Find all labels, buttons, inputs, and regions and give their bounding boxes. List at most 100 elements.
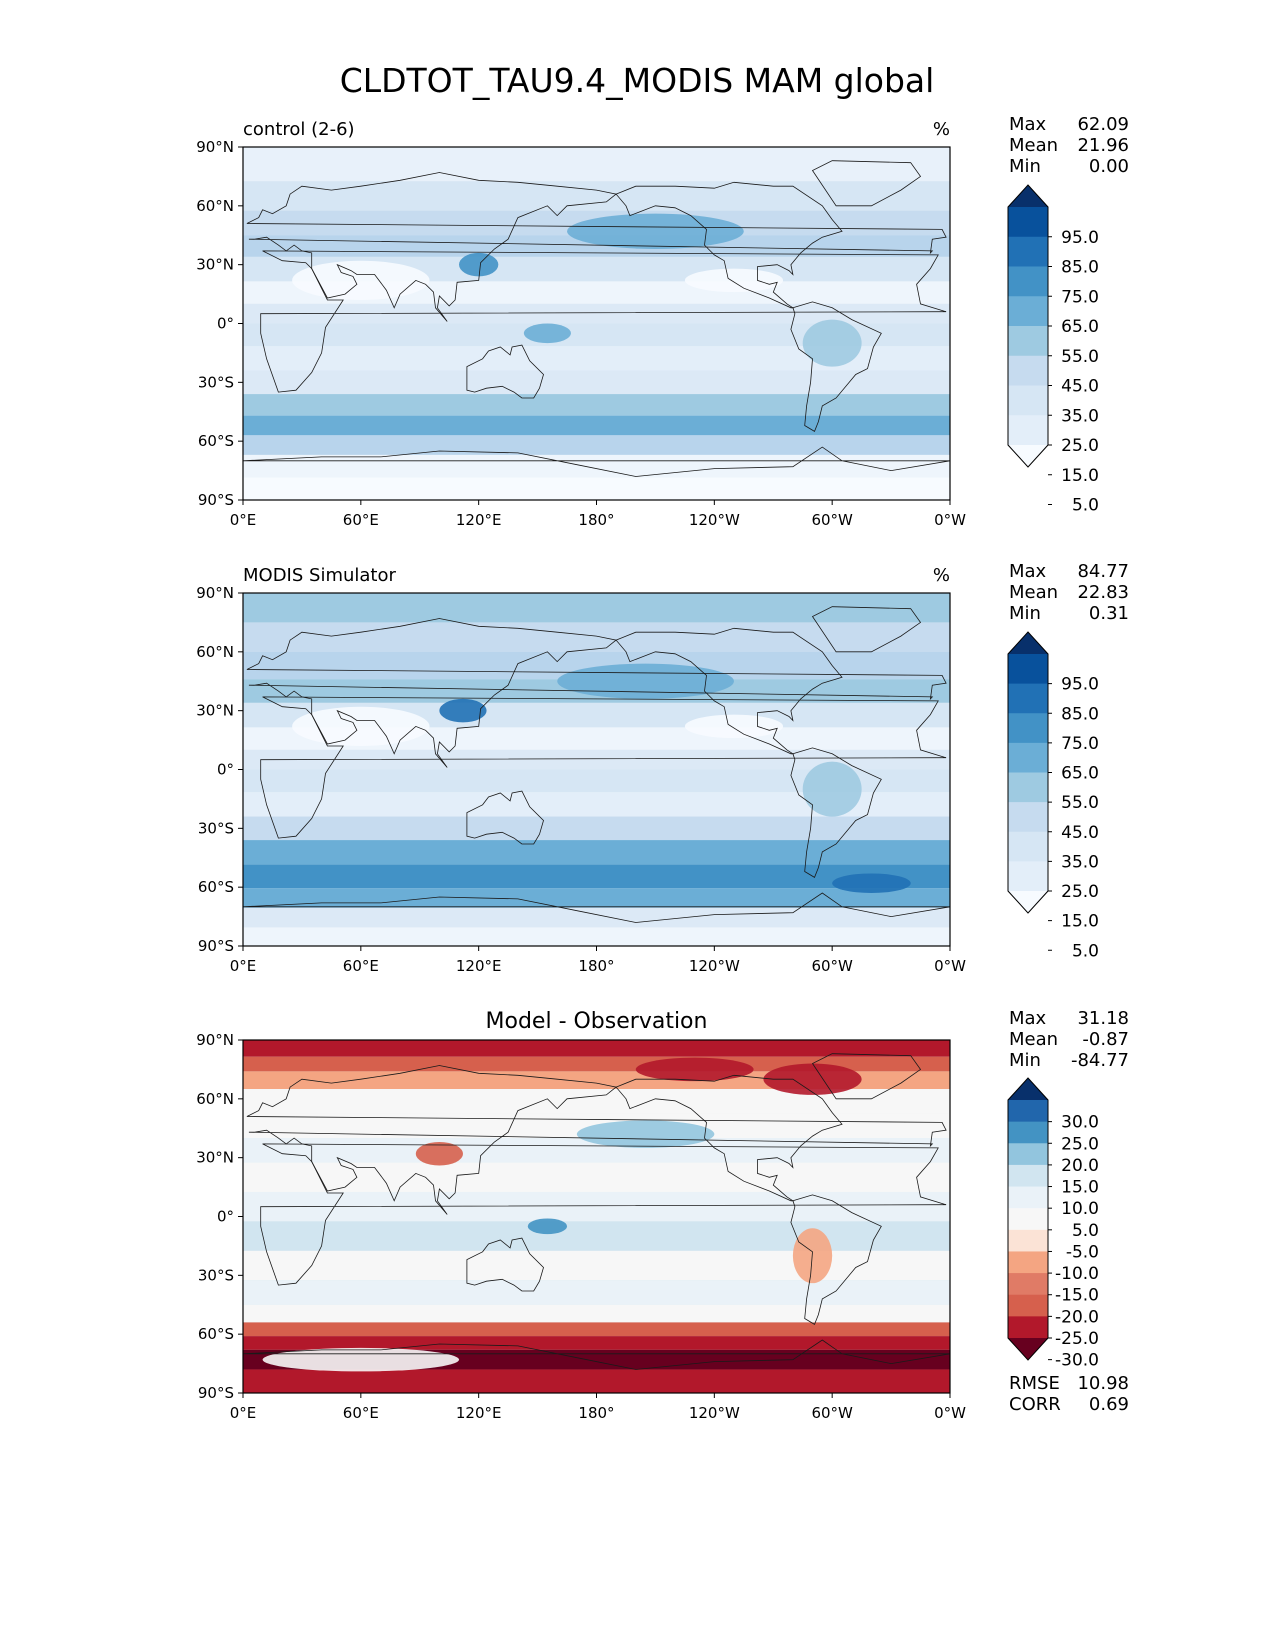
- units-label: %: [933, 119, 950, 140]
- colorbar-segment: [1008, 296, 1048, 327]
- lat-band: [243, 1322, 950, 1337]
- anomaly-region: [684, 714, 784, 739]
- colorbar-segment: [1008, 1273, 1048, 1296]
- y-tick-label: 60°N: [196, 197, 234, 215]
- colorbar-extend-min: [1008, 445, 1048, 467]
- colorbar-tick-label: 75.0: [1061, 734, 1099, 754]
- colorbar-segment: [1008, 1294, 1048, 1317]
- colorbar-segment: [1008, 385, 1048, 416]
- coastline: [243, 446, 950, 477]
- colorbar-extend-max: [1008, 185, 1048, 207]
- colorbar-segment: [1008, 1186, 1048, 1209]
- colorbar-tick-label: 75.0: [1061, 287, 1099, 307]
- panel-2: 0°E 60°E 120°E 180° 120°W 60°W 0°W 90°N 60°N 30°N…: [196, 561, 1129, 975]
- y-tick-label: 30°N: [196, 256, 234, 274]
- stat-value: 22.83: [1077, 582, 1129, 603]
- colorbar-tick-label: -20.0: [1055, 1307, 1099, 1327]
- coastline: [811, 160, 922, 207]
- y-tick-label: 30°S: [198, 819, 234, 837]
- y-tick-label: 90°N: [196, 584, 234, 602]
- x-tick-label: 0°W: [934, 957, 966, 975]
- x-tick-label: 60°W: [811, 511, 853, 529]
- colorbar-segment: [1008, 802, 1048, 833]
- map-field: [243, 593, 950, 946]
- colorbar-tick-label: 25.0: [1061, 882, 1099, 902]
- y-tick-label: 60°S: [198, 1325, 234, 1343]
- stat-label: Min: [1009, 156, 1041, 177]
- colorbar-tick-label: 45.0: [1061, 377, 1099, 397]
- x-tick-label: 0°E: [230, 511, 257, 529]
- y-tick-label: 60°S: [198, 878, 234, 896]
- colorbar-segment: [1008, 1208, 1048, 1231]
- lat-band: [243, 907, 950, 928]
- colorbar-tick-label: -5.0: [1066, 1242, 1099, 1262]
- anomaly-region: [763, 1063, 862, 1095]
- colorbar-segment: [1008, 1316, 1048, 1339]
- lat-band: [243, 864, 950, 889]
- coastline: [811, 1053, 922, 1100]
- colorbar: 30.025.020.015.010.05.0-5.0-10.0-15.0-20…: [1007, 1077, 1099, 1371]
- lat-band: [243, 840, 950, 865]
- anomaly-region: [292, 260, 430, 300]
- y-tick-label: 0°: [217, 315, 234, 333]
- colorbar-segment: [1008, 415, 1048, 446]
- lat-band: [243, 593, 950, 623]
- colorbar-segment: [1008, 683, 1048, 714]
- y-tick-label: 90°S: [198, 1384, 234, 1402]
- y-tick-label: 90°N: [196, 1031, 234, 1049]
- colorbar-tick-label: 85.0: [1061, 704, 1099, 724]
- colorbar-tick-label: 65.0: [1061, 317, 1099, 337]
- figure-title: CLDTOT_TAU9.4_MODIS MAM global: [340, 61, 935, 100]
- stat-value: -84.77: [1071, 1050, 1129, 1071]
- colorbar-segment: [1008, 742, 1048, 773]
- colorbar-tick-label: 95.0: [1061, 228, 1099, 248]
- colorbar-segment: [1008, 1251, 1048, 1274]
- panel-title: Model - Observation: [486, 1009, 708, 1034]
- coastline: [790, 1194, 882, 1325]
- x-tick-label: 60°W: [811, 957, 853, 975]
- lat-band: [243, 147, 950, 182]
- panel-label: control (2-6): [243, 119, 355, 140]
- lat-band: [243, 1040, 950, 1057]
- lat-band: [243, 1280, 950, 1305]
- lat-band: [243, 1056, 950, 1072]
- colorbar-tick-label: 15.0: [1061, 466, 1099, 486]
- colorbar-segment: [1008, 1229, 1048, 1252]
- stat-label: Min: [1009, 603, 1041, 624]
- x-tick-label: 120°W: [689, 957, 740, 975]
- x-tick-label: 0°E: [230, 957, 257, 975]
- coastline: [466, 344, 544, 399]
- coastline: [246, 1065, 947, 1215]
- anomaly-region: [635, 1057, 754, 1082]
- x-tick-label: 180°: [578, 511, 614, 529]
- x-tick-label: 120°E: [456, 511, 502, 529]
- anomaly-region: [527, 1218, 568, 1235]
- colorbar-tick-label: 30.0: [1061, 1113, 1099, 1133]
- colorbar-tick-label: 15.0: [1061, 1178, 1099, 1198]
- x-tick-label: 120°E: [456, 957, 502, 975]
- coastline: [260, 1143, 947, 1286]
- coastline: [260, 250, 947, 393]
- lat-band: [243, 1304, 950, 1323]
- colorbar-tick-label: -30.0: [1055, 1351, 1099, 1371]
- colorbar: 95.0 85.0 75.0 65.0 55.0 45.0 35.0 25.0 15.0 5.0: [1007, 184, 1099, 516]
- coastline: [615, 627, 843, 755]
- coastline: [466, 1237, 544, 1292]
- y-tick-label: 60°S: [198, 432, 234, 450]
- colorbar-segment: [1008, 861, 1048, 892]
- x-tick-label: 0°W: [934, 1404, 966, 1422]
- colorbar-segment: [1008, 355, 1048, 386]
- coastline: [811, 606, 922, 653]
- colorbar-tick-label: 10.0: [1061, 1199, 1099, 1219]
- colorbar-extend-min: [1008, 1338, 1048, 1360]
- colorbar: 95.0 85.0 75.0 65.0 55.0 45.0 35.0 25.0 15.0 5.0: [1007, 631, 1099, 961]
- metric-value: 10.98: [1077, 1373, 1129, 1394]
- x-tick-label: 60°W: [811, 1404, 853, 1422]
- colorbar-segment: [1008, 831, 1048, 862]
- x-tick-label: 180°: [578, 1404, 614, 1422]
- coastline: [246, 172, 947, 322]
- y-tick-label: 30°N: [196, 1149, 234, 1167]
- stat-label: Min: [1009, 1050, 1041, 1071]
- colorbar-segment: [1008, 266, 1048, 297]
